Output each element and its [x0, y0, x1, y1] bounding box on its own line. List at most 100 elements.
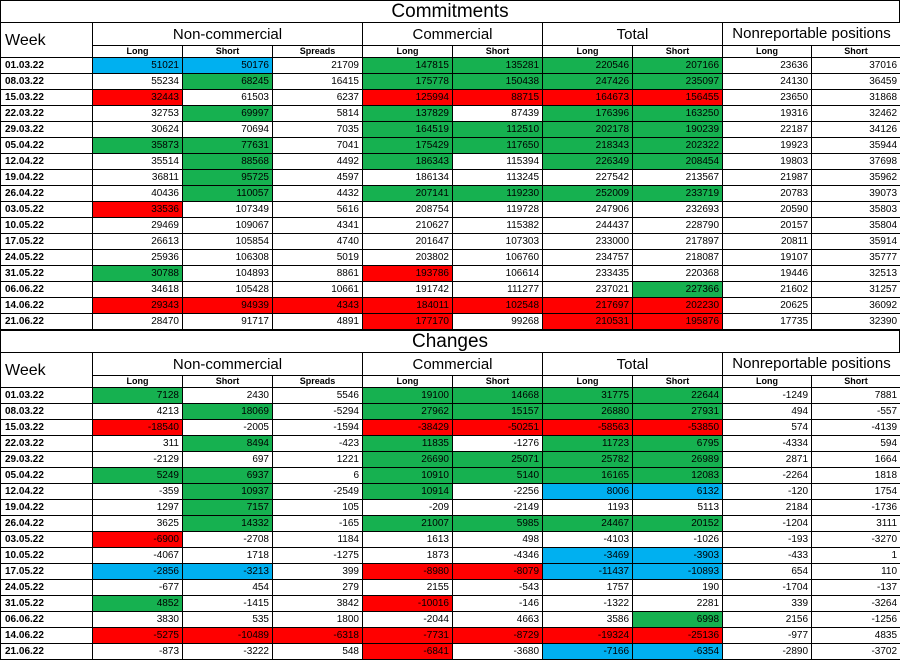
value-cell: 88568: [183, 154, 273, 170]
value-cell: -4334: [723, 436, 812, 452]
value-cell: 163250: [633, 106, 723, 122]
week-cell: 05.04.22: [1, 138, 93, 154]
week-cell: 05.04.22: [1, 468, 93, 484]
week-cell: 01.03.22: [1, 58, 93, 74]
subheader-cell: Long: [93, 376, 183, 388]
week-cell: 01.03.22: [1, 388, 93, 404]
table-row: 15.03.22-18540-2005-1594-38429-50251-585…: [1, 420, 900, 436]
value-cell: 208454: [633, 154, 723, 170]
value-cell: 32390: [812, 314, 900, 330]
value-cell: 35803: [812, 202, 900, 218]
value-cell: 51021: [93, 58, 183, 74]
value-cell: 61503: [183, 90, 273, 106]
value-cell: 28470: [93, 314, 183, 330]
value-cell: -1026: [633, 532, 723, 548]
value-cell: -4103: [543, 532, 633, 548]
week-cell: 12.04.22: [1, 154, 93, 170]
value-cell: 68245: [183, 74, 273, 90]
value-cell: -1594: [273, 420, 363, 436]
value-cell: 232693: [633, 202, 723, 218]
value-cell: -10016: [363, 596, 453, 612]
value-cell: 36811: [93, 170, 183, 186]
value-cell: -3469: [543, 548, 633, 564]
value-cell: 105428: [183, 282, 273, 298]
changes-title: Changes: [0, 330, 900, 352]
value-cell: 104893: [183, 266, 273, 282]
week-cell: 29.03.22: [1, 452, 93, 468]
value-cell: 195876: [633, 314, 723, 330]
value-cell: 36459: [812, 74, 900, 90]
value-cell: 20152: [633, 516, 723, 532]
value-cell: -1249: [723, 388, 812, 404]
subheader-cell: Short: [812, 46, 900, 58]
value-cell: 233719: [633, 186, 723, 202]
value-cell: 1: [812, 548, 900, 564]
value-cell: -38429: [363, 420, 453, 436]
value-cell: -209: [363, 500, 453, 516]
value-cell: 35777: [812, 250, 900, 266]
value-cell: 37016: [812, 58, 900, 74]
subheader-cell: Long: [363, 376, 453, 388]
value-cell: 5985: [453, 516, 543, 532]
value-cell: 1184: [273, 532, 363, 548]
value-cell: -1256: [812, 612, 900, 628]
subheader-cell: Spreads: [273, 46, 363, 58]
value-cell: -1204: [723, 516, 812, 532]
value-cell: 1800: [273, 612, 363, 628]
value-cell: -50251: [453, 420, 543, 436]
value-cell: -423: [273, 436, 363, 452]
value-cell: 35804: [812, 218, 900, 234]
value-cell: 5019: [273, 250, 363, 266]
value-cell: 125994: [363, 90, 453, 106]
value-cell: 190: [633, 580, 723, 596]
noncommercial-header: Non-commercial: [93, 353, 363, 376]
value-cell: -543: [453, 580, 543, 596]
value-cell: 1754: [812, 484, 900, 500]
value-cell: 34126: [812, 122, 900, 138]
value-cell: 87439: [453, 106, 543, 122]
subheader-cell: Long: [93, 46, 183, 58]
value-cell: 210531: [543, 314, 633, 330]
value-cell: 8861: [273, 266, 363, 282]
week-cell: 14.06.22: [1, 628, 93, 644]
value-cell: 3586: [543, 612, 633, 628]
value-cell: 23636: [723, 58, 812, 74]
value-cell: -18540: [93, 420, 183, 436]
value-cell: 12083: [633, 468, 723, 484]
value-cell: 175778: [363, 74, 453, 90]
value-cell: 32462: [812, 106, 900, 122]
value-cell: 4341: [273, 218, 363, 234]
total-header: Total: [543, 353, 723, 376]
week-cell: 22.03.22: [1, 436, 93, 452]
value-cell: -2890: [723, 644, 812, 660]
value-cell: 4343: [273, 298, 363, 314]
changes-section: Changes Week Non-commercial Commercial T…: [0, 330, 900, 660]
subheader-cell: Short: [633, 376, 723, 388]
value-cell: -2044: [363, 612, 453, 628]
nonreportable-header: Nonreportable positions: [723, 23, 900, 46]
value-cell: 217897: [633, 234, 723, 250]
value-cell: 184011: [363, 298, 453, 314]
value-cell: 8006: [543, 484, 633, 500]
value-cell: 1193: [543, 500, 633, 516]
value-cell: 69997: [183, 106, 273, 122]
value-cell: -1415: [183, 596, 273, 612]
value-cell: 99268: [453, 314, 543, 330]
value-cell: 339: [723, 596, 812, 612]
value-cell: 112510: [453, 122, 543, 138]
value-cell: 20811: [723, 234, 812, 250]
value-cell: 107349: [183, 202, 273, 218]
value-cell: 1664: [812, 452, 900, 468]
value-cell: 10914: [363, 484, 453, 500]
value-cell: -146: [453, 596, 543, 612]
value-cell: 117650: [453, 138, 543, 154]
value-cell: 11723: [543, 436, 633, 452]
value-cell: 35514: [93, 154, 183, 170]
value-cell: -8079: [453, 564, 543, 580]
